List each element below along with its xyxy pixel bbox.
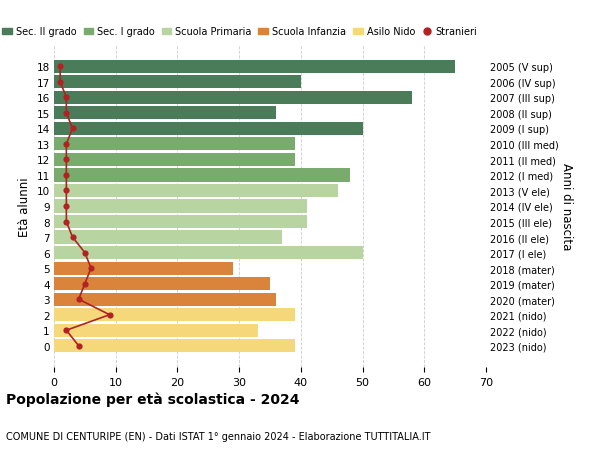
Y-axis label: Anni di nascita: Anni di nascita	[560, 163, 573, 250]
Point	[62, 218, 71, 226]
Point	[62, 327, 71, 334]
Point	[68, 125, 77, 133]
Bar	[54, 61, 455, 74]
Point	[62, 95, 71, 102]
Bar	[54, 91, 412, 105]
Bar	[54, 123, 362, 136]
Point	[62, 110, 71, 117]
Point	[62, 141, 71, 148]
Y-axis label: Età alunni: Età alunni	[18, 177, 31, 236]
Bar	[54, 76, 301, 89]
Point	[55, 79, 65, 86]
Bar	[54, 138, 295, 151]
Legend: Sec. II grado, Sec. I grado, Scuola Primaria, Scuola Infanzia, Asilo Nido, Stran: Sec. II grado, Sec. I grado, Scuola Prim…	[0, 23, 481, 41]
Bar	[54, 215, 307, 229]
Bar	[54, 200, 307, 213]
Point	[86, 265, 96, 272]
Point	[74, 296, 83, 303]
Point	[80, 280, 89, 288]
Bar	[54, 246, 362, 260]
Bar	[54, 153, 295, 167]
Point	[80, 249, 89, 257]
Bar	[54, 262, 233, 275]
Text: Popolazione per età scolastica - 2024: Popolazione per età scolastica - 2024	[6, 392, 299, 406]
Bar	[54, 185, 338, 198]
Point	[74, 342, 83, 350]
Point	[105, 311, 115, 319]
Bar	[54, 169, 350, 182]
Bar	[54, 277, 270, 291]
Bar	[54, 308, 295, 322]
Text: COMUNE DI CENTURIPE (EN) - Dati ISTAT 1° gennaio 2024 - Elaborazione TUTTITALIA.: COMUNE DI CENTURIPE (EN) - Dati ISTAT 1°…	[6, 431, 431, 441]
Point	[55, 63, 65, 71]
Point	[62, 187, 71, 195]
Bar	[54, 324, 257, 337]
Bar	[54, 107, 276, 120]
Point	[62, 203, 71, 210]
Point	[68, 234, 77, 241]
Point	[62, 172, 71, 179]
Point	[62, 157, 71, 164]
Bar	[54, 293, 276, 306]
Bar	[54, 339, 295, 353]
Bar	[54, 231, 283, 244]
